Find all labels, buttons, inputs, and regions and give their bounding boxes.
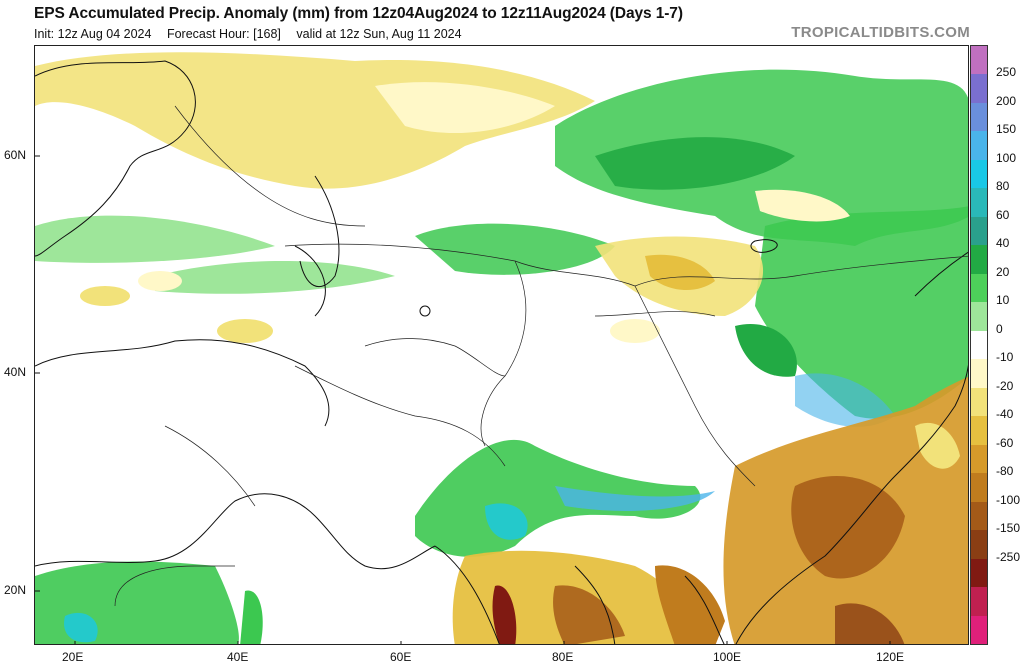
valid-time: valid at 12z Sun, Aug 11 2024: [296, 27, 462, 41]
colorbar-label: -100: [996, 492, 1021, 507]
colorbar-swatch: [971, 102, 987, 132]
colorbar-label: -150: [996, 521, 1021, 536]
map-title: EPS Accumulated Precip. Anomaly (mm) fro…: [34, 5, 683, 22]
precip-anomaly-map: [35, 52, 968, 644]
wet-anomaly-himalaya: [35, 439, 715, 644]
colorbar-swatch: [971, 444, 987, 474]
wet-anomaly-siberia: [35, 69, 968, 294]
lon-label-40e: 40E: [227, 650, 249, 664]
init-time: Init: 12z Aug 04 2024: [34, 27, 152, 41]
country-borders: [114, 105, 968, 607]
colorbar-label: 80: [996, 179, 1010, 194]
colorbar-label: -10: [996, 350, 1014, 365]
dry-anomaly-north: [35, 52, 850, 316]
lon-label-120e: 120E: [876, 650, 905, 664]
colorbar-swatch: [971, 473, 987, 503]
dry-anomaly-patches: [80, 271, 660, 343]
colorbar-label: 150: [996, 122, 1017, 137]
colorbar-label: 40: [996, 236, 1010, 251]
colorbar-swatch: [971, 416, 987, 446]
lat-label-40n: 40N: [4, 365, 27, 379]
colorbar-swatch: [971, 245, 987, 275]
colorbar-label: 60: [996, 207, 1010, 222]
colorbar-swatch: [971, 501, 987, 531]
graticule-ticks: [35, 155, 891, 644]
lon-label-100e: 100E: [713, 650, 742, 664]
colorbar-swatch: [971, 558, 987, 588]
colorbar-swatch: [971, 530, 987, 560]
colorbar-label: -250: [996, 549, 1021, 564]
colorbar-swatch: [971, 74, 987, 104]
wet-anomaly-ne-china: [735, 206, 968, 427]
coastlines: [35, 60, 968, 644]
colorbar-swatch: [971, 587, 987, 617]
colorbar-label: 0: [996, 321, 1003, 336]
colorbar-swatch: [971, 159, 987, 189]
colorbar-label: 200: [996, 93, 1017, 108]
colorbar-swatch: [971, 273, 987, 303]
colorbar-label: 100: [996, 150, 1017, 165]
colorbar-swatch: [971, 302, 987, 332]
lat-label-60n: 60N: [4, 148, 27, 162]
colorbar-swatch: [971, 359, 987, 389]
colorbar-swatch: [971, 615, 987, 645]
colorbar-label: 10: [996, 293, 1010, 308]
colorbar-label: 250: [996, 65, 1017, 80]
colorbar-swatch: [971, 188, 987, 218]
map-panel: [34, 45, 969, 645]
colorbar-label: -80: [996, 464, 1014, 479]
colorbar-swatch: [971, 330, 987, 360]
colorbar-label: -20: [996, 378, 1014, 393]
colorbar-label: -40: [996, 407, 1014, 422]
colorbar: [970, 45, 988, 645]
lat-label-20n: 20N: [4, 583, 27, 597]
colorbar-swatch: [971, 387, 987, 417]
site-watermark: TROPICALTIDBITS.COM: [791, 24, 970, 41]
colorbar-swatch: [971, 46, 987, 75]
map-subtitle: Init: 12z Aug 04 2024 Forecast Hour: [16…: [34, 27, 474, 41]
colorbar-label: -60: [996, 435, 1014, 450]
dry-anomaly-south-china: [723, 376, 968, 644]
colorbar-swatch: [971, 131, 987, 161]
lon-label-60e: 60E: [390, 650, 412, 664]
dry-anomaly-india: [452, 550, 725, 644]
colorbar-swatch: [971, 216, 987, 246]
colorbar-label: 20: [996, 264, 1010, 279]
forecast-hour: Forecast Hour: [168]: [166, 27, 281, 41]
lon-label-20e: 20E: [62, 650, 84, 664]
lon-label-80e: 80E: [552, 650, 574, 664]
